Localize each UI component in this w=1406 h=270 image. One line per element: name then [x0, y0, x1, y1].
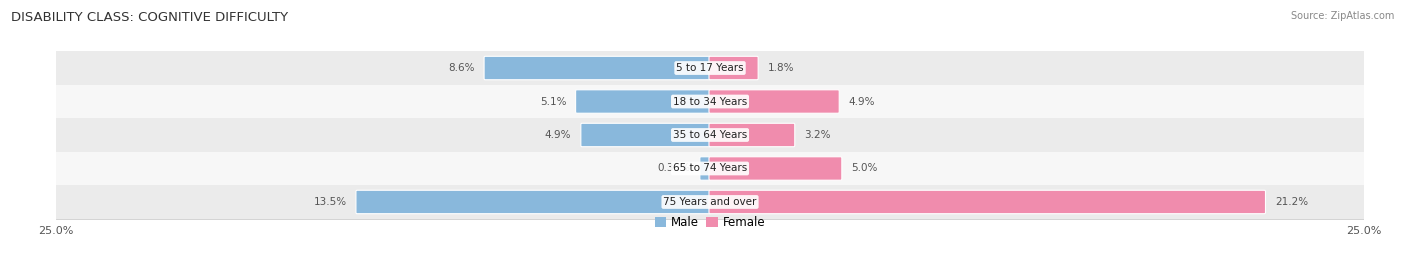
Text: 0.35%: 0.35% — [658, 164, 690, 174]
FancyBboxPatch shape — [709, 190, 1265, 214]
Bar — [56, 118, 1364, 152]
FancyBboxPatch shape — [700, 157, 711, 180]
Text: 18 to 34 Years: 18 to 34 Years — [673, 96, 747, 106]
Text: 5 to 17 Years: 5 to 17 Years — [676, 63, 744, 73]
Text: 3.2%: 3.2% — [804, 130, 831, 140]
Text: 13.5%: 13.5% — [314, 197, 346, 207]
FancyBboxPatch shape — [575, 90, 711, 113]
Text: 21.2%: 21.2% — [1275, 197, 1308, 207]
FancyBboxPatch shape — [356, 190, 711, 214]
FancyBboxPatch shape — [709, 90, 839, 113]
Text: 35 to 64 Years: 35 to 64 Years — [673, 130, 747, 140]
Text: 4.9%: 4.9% — [546, 130, 571, 140]
Bar — [56, 152, 1364, 185]
Text: Source: ZipAtlas.com: Source: ZipAtlas.com — [1291, 11, 1395, 21]
Text: 65 to 74 Years: 65 to 74 Years — [673, 164, 747, 174]
Bar — [56, 185, 1364, 219]
Text: 8.6%: 8.6% — [449, 63, 475, 73]
Text: 75 Years and over: 75 Years and over — [664, 197, 756, 207]
FancyBboxPatch shape — [709, 157, 842, 180]
FancyBboxPatch shape — [709, 123, 794, 147]
FancyBboxPatch shape — [484, 56, 711, 80]
Bar — [56, 85, 1364, 118]
Text: 1.8%: 1.8% — [768, 63, 794, 73]
Text: 5.1%: 5.1% — [540, 96, 567, 106]
Legend: Male, Female: Male, Female — [655, 216, 765, 229]
Text: 4.9%: 4.9% — [849, 96, 875, 106]
Text: 5.0%: 5.0% — [851, 164, 877, 174]
Bar — [56, 51, 1364, 85]
Text: DISABILITY CLASS: COGNITIVE DIFFICULTY: DISABILITY CLASS: COGNITIVE DIFFICULTY — [11, 11, 288, 24]
FancyBboxPatch shape — [709, 56, 758, 80]
FancyBboxPatch shape — [581, 123, 711, 147]
